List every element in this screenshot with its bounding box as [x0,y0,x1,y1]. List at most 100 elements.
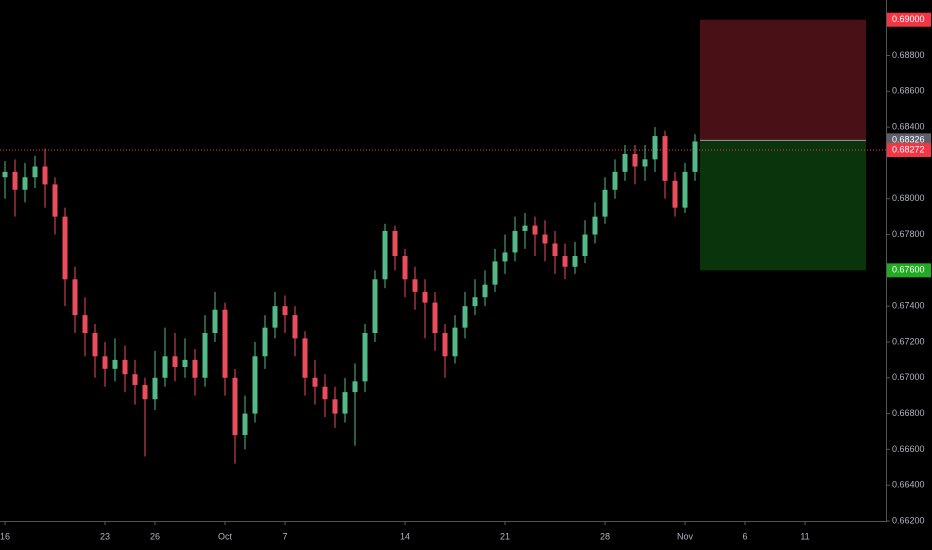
candle-body [72,279,78,316]
candle-body [662,136,668,181]
x-tick-label: 28 [600,531,610,541]
candle-body [512,230,518,253]
x-tick-label: 16 [0,531,10,541]
y-tick-label: 0.66400 [892,480,925,490]
y-tick-label: 0.66600 [892,444,925,454]
candle-body [452,327,458,357]
x-tick-label: 23 [100,531,110,541]
candle-body [622,153,628,172]
candle-body [642,159,648,167]
candle-body [172,356,178,368]
candle-body [62,216,68,280]
candle-body [382,230,388,280]
candle-body [182,359,188,368]
candle-body [542,234,548,244]
candle-body [152,377,158,400]
candle-body [472,297,478,307]
candle-body [462,306,468,328]
candle-body [262,327,268,357]
candle-body [532,225,538,235]
price-label: 0.67600 [892,265,925,275]
candle-body [402,256,408,280]
y-tick-label: 0.67400 [892,301,925,311]
y-tick-label: 0.67000 [892,372,925,382]
y-tick-label: 0.66200 [892,515,925,525]
candle-body [242,413,248,436]
x-tick-label: Oct [218,531,233,541]
candle-body [432,302,438,334]
candle-body [122,359,128,375]
candle-body [142,384,148,400]
y-tick-label: 0.68400 [892,121,925,131]
candle-body [342,392,348,414]
candle-body [92,333,98,357]
candle-body [322,386,328,400]
price-label: 0.69000 [892,14,925,24]
candle-body [372,279,378,334]
candle-body [32,166,38,178]
y-tick-label: 0.68000 [892,193,925,203]
x-tick-label: Nov [677,531,694,541]
candle-body [522,225,528,231]
price-label: 0.68272 [892,144,925,154]
candle-body [362,333,368,382]
candle-body [312,377,318,387]
price-label-box [887,263,931,278]
price-label-box [887,143,931,158]
candle-body [22,177,28,190]
candle-body [282,306,288,316]
price-label: 0.68326 [892,135,925,145]
candle-body [132,374,138,385]
candle-body [252,356,258,414]
candle-body [102,356,108,369]
y-tick-label: 0.67800 [892,229,925,239]
candle-body [552,243,558,257]
candle-body [572,256,578,267]
candle-body [692,141,698,172]
candle-body [602,189,608,217]
candle-body [302,338,308,378]
candle-body [2,171,8,178]
candle-body [202,333,208,378]
candle-body [82,315,88,334]
x-tick-label: 14 [400,531,410,541]
candle-body [652,136,658,160]
candle-body [352,381,358,393]
candle-body [562,256,568,267]
candle-body [442,333,448,357]
candle-body [492,261,498,285]
candle-body [592,216,598,235]
x-tick-label: 7 [282,531,287,541]
price-label-box [887,12,931,27]
candle-body [482,284,488,298]
candle-body [232,377,238,436]
candle-body [682,171,688,208]
candle-body [422,291,428,303]
candle-body [12,171,18,190]
candle-body [112,359,118,369]
candle-body [392,230,398,257]
candle-body [222,309,228,378]
candle-body [412,279,418,292]
candle-body [192,359,198,378]
y-tick-label: 0.68600 [892,86,925,96]
candle-body [632,153,638,167]
candle-body [52,184,58,217]
target-zone [700,140,866,271]
y-tick-label: 0.67200 [892,336,925,346]
x-tick-label: 26 [150,531,160,541]
x-tick-label: 6 [742,531,747,541]
candle-body [212,309,218,334]
x-tick-label: 21 [500,531,510,541]
candle-body [332,399,338,414]
candle-body [292,315,298,339]
x-tick-label: 11 [800,531,809,541]
y-tick-label: 0.66800 [892,408,925,418]
candle-body [612,171,618,190]
candle-body [272,306,278,328]
candle-body [672,180,678,208]
y-tick-label: 0.68800 [892,50,925,60]
